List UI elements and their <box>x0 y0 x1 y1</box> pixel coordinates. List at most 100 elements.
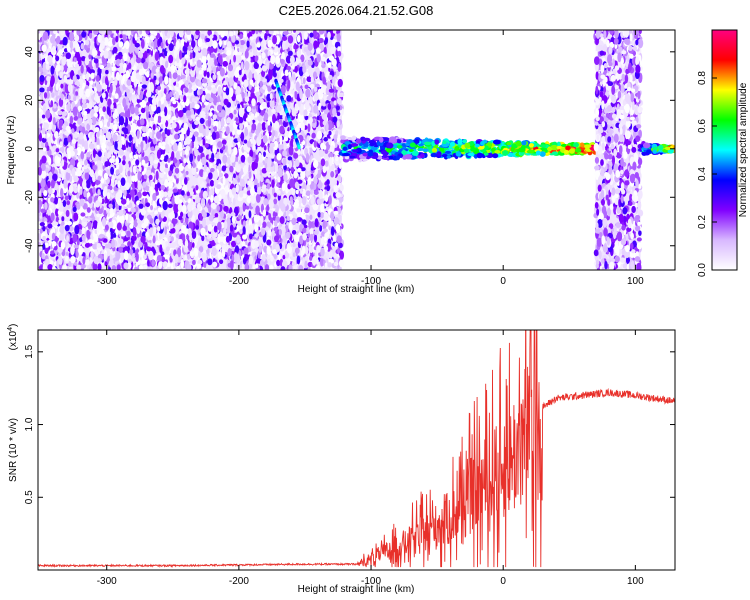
noise-speckle <box>269 265 274 270</box>
noise-speckle <box>176 69 181 75</box>
noise-speckle <box>294 247 300 254</box>
noise-speckle <box>266 101 271 108</box>
noise-speckle <box>51 92 55 98</box>
noise-speckle <box>226 49 232 56</box>
noise-speckle <box>221 165 227 172</box>
noise-speckle <box>189 171 193 181</box>
noise-speckle <box>138 264 144 270</box>
noise-speckle <box>81 82 86 90</box>
noise-speckle <box>257 146 262 151</box>
noise-speckle <box>198 70 203 75</box>
noise-speckle <box>143 174 147 180</box>
noise-speckle <box>164 225 168 235</box>
noise-speckle <box>196 263 202 269</box>
noise-speckle <box>226 40 232 48</box>
noise-speckle <box>223 228 227 236</box>
noise-speckle <box>271 108 276 113</box>
noise-speckle <box>339 184 344 192</box>
noise-speckle <box>102 98 107 107</box>
noise-speckle <box>313 233 318 243</box>
noise-speckle <box>281 36 288 42</box>
noise-speckle <box>314 211 319 220</box>
noise-speckle <box>277 112 280 121</box>
noise-speckle <box>87 239 94 244</box>
noise-speckle <box>119 165 123 174</box>
noise-speckle <box>313 230 319 236</box>
noise-speckle <box>122 155 126 161</box>
noise-speckle <box>203 101 209 106</box>
noise-speckle <box>310 83 315 89</box>
noise-speckle <box>247 180 252 186</box>
noise-speckle <box>193 97 200 102</box>
noise-speckle <box>236 264 243 269</box>
noise-speckle <box>226 156 231 165</box>
noise-speckle <box>263 145 267 151</box>
noise-speckle <box>291 188 296 196</box>
noise-speckle <box>272 71 277 78</box>
noise-speckle <box>267 85 271 92</box>
noise-speckle <box>129 223 134 229</box>
noise-speckle <box>287 50 293 56</box>
noise-speckle <box>255 30 259 35</box>
noise-speckle <box>67 94 71 100</box>
noise-speckle <box>186 191 190 197</box>
noise-speckle <box>245 205 250 210</box>
noise-speckle <box>294 66 298 73</box>
noise-speckle <box>85 179 91 189</box>
noise-speckle <box>285 40 289 50</box>
noise-speckle <box>80 42 85 50</box>
noise-speckle <box>321 202 325 212</box>
noise-speckle <box>256 186 262 195</box>
noise-speckle <box>292 252 296 258</box>
noise-speckle <box>219 259 224 265</box>
noise-speckle <box>209 179 215 187</box>
noise-speckle <box>316 198 323 206</box>
noise-speckle <box>148 196 153 201</box>
noise-speckle <box>116 30 120 34</box>
noise-speckle <box>336 111 341 116</box>
figure-title: C2E5.2026.064.21.52.G08 <box>279 3 434 18</box>
noise-speckle <box>233 109 237 115</box>
noise-speckle <box>111 174 115 184</box>
noise-speckle <box>246 196 252 204</box>
noise-speckle <box>133 219 138 228</box>
noise-speckle <box>249 36 254 41</box>
noise-speckle <box>195 184 199 191</box>
noise-speckle <box>303 109 308 117</box>
noise-speckle <box>107 232 111 240</box>
noise-speckle <box>243 186 248 192</box>
noise-speckle <box>66 221 73 226</box>
noise-speckle <box>332 116 338 123</box>
noise-speckle <box>237 103 241 109</box>
noise-speckle <box>209 53 216 58</box>
noise-speckle <box>201 235 205 242</box>
noise-speckle <box>191 242 195 248</box>
noise-speckle <box>142 191 148 197</box>
noise-speckle <box>304 246 309 255</box>
noise-speckle <box>119 34 123 39</box>
noise-speckle <box>222 154 228 164</box>
noise-speckle <box>256 42 261 48</box>
noise-speckle <box>136 227 141 234</box>
noise-speckle <box>272 130 276 137</box>
noise-speckle <box>298 265 304 270</box>
noise-speckle <box>250 194 256 204</box>
noise-speckle <box>332 236 336 242</box>
noise-speckle <box>319 225 323 232</box>
noise-speckle <box>38 113 43 118</box>
noise-speckle <box>127 241 132 247</box>
noise-speckle <box>273 253 277 260</box>
noise-speckle <box>232 197 236 207</box>
noise-speckle <box>54 208 60 217</box>
noise-speckle <box>112 134 118 142</box>
noise-speckle <box>243 139 248 144</box>
noise-speckle <box>339 250 345 260</box>
noise-speckle <box>239 191 244 198</box>
spectrogram-image <box>38 30 675 270</box>
noise-speckle <box>258 30 263 33</box>
noise-speckle <box>84 130 89 136</box>
noise-speckle <box>43 92 48 99</box>
noise-speckle <box>192 259 196 266</box>
